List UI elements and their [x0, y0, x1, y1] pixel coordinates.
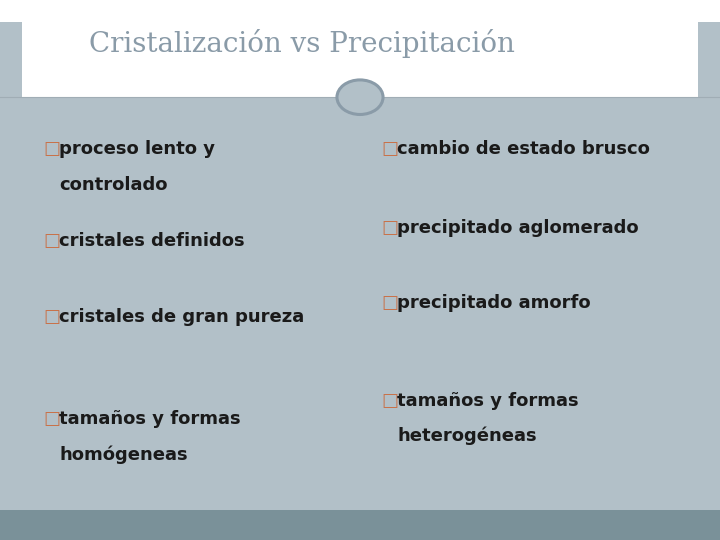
Text: cambio de estado brusco: cambio de estado brusco	[397, 140, 650, 158]
Text: precipitado aglomerado: precipitado aglomerado	[397, 219, 639, 237]
FancyBboxPatch shape	[0, 0, 720, 22]
Text: □: □	[43, 232, 60, 250]
Text: □: □	[382, 294, 399, 312]
Text: Cristalización vs Precipitación: Cristalización vs Precipitación	[89, 29, 516, 58]
Text: □: □	[43, 140, 60, 158]
Text: tamaños y formas: tamaños y formas	[59, 410, 240, 428]
Text: cristales definidos: cristales definidos	[59, 232, 245, 250]
Text: precipitado amorfo: precipitado amorfo	[397, 294, 591, 312]
Text: heterogéneas: heterogéneas	[397, 427, 537, 445]
Text: □: □	[43, 410, 60, 428]
Circle shape	[337, 80, 383, 114]
Text: tamaños y formas: tamaños y formas	[397, 392, 579, 409]
Text: cristales de gran pureza: cristales de gran pureza	[59, 308, 305, 326]
Text: □: □	[382, 219, 399, 237]
Text: □: □	[43, 308, 60, 326]
Text: □: □	[382, 392, 399, 409]
FancyBboxPatch shape	[0, 510, 720, 540]
FancyBboxPatch shape	[22, 0, 698, 97]
Text: □: □	[382, 140, 399, 158]
Text: controlado: controlado	[59, 176, 168, 193]
Text: homógeneas: homógeneas	[59, 446, 188, 464]
Text: proceso lento y: proceso lento y	[59, 140, 215, 158]
